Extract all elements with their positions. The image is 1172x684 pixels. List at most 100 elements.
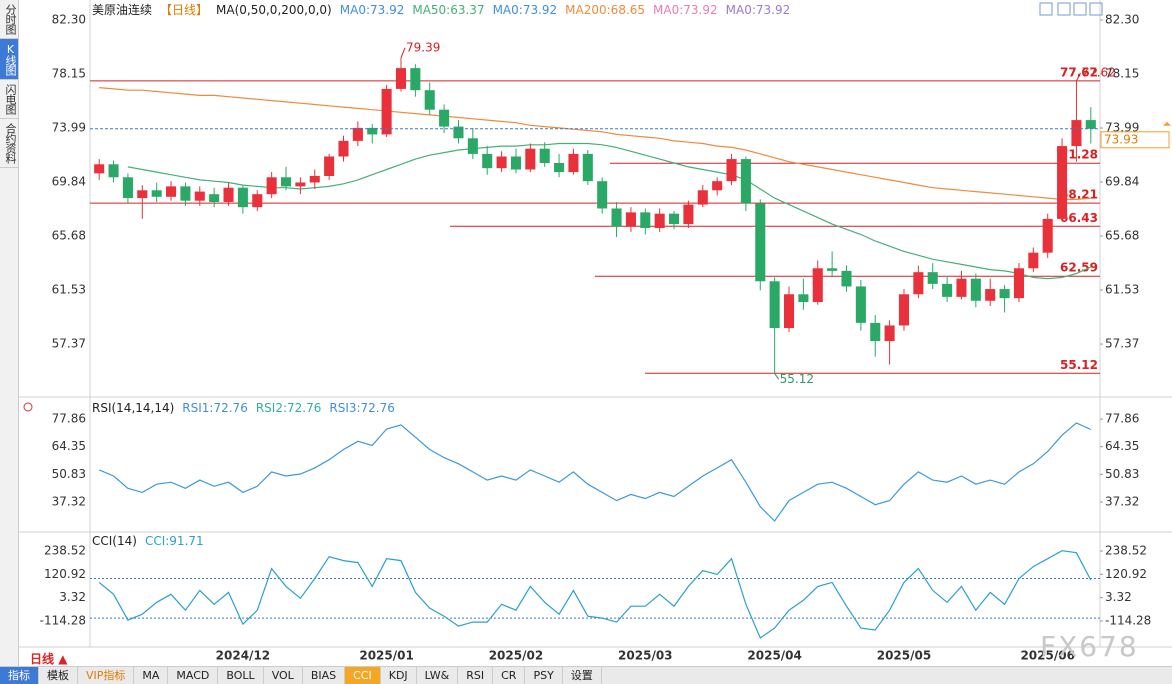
candle-body (237, 187, 248, 208)
panel-title: 美原油连续 (92, 3, 153, 17)
y-tick-label: 64.35 (52, 439, 86, 453)
y-tick-label: 37.32 (52, 494, 86, 508)
sidebar-tab[interactable]: 闪电图 (0, 80, 18, 119)
candle-body (338, 140, 349, 157)
settings-icon[interactable] (23, 402, 33, 412)
level-label: 77.62 (1060, 65, 1098, 79)
annotation: 79.39 (406, 40, 440, 54)
candle-body (827, 268, 838, 271)
x-tick-label: 2025/04 (747, 649, 801, 663)
candle-body (1071, 120, 1082, 147)
x-tick-label: 2025/01 (359, 649, 413, 663)
series-line (127, 142, 1092, 280)
candle-body (122, 177, 133, 199)
toolbar-tab[interactable]: 设置 (563, 667, 602, 684)
toolbar-tab[interactable]: MACD (168, 667, 219, 684)
candle-body (1013, 268, 1024, 299)
candle-body (151, 190, 162, 197)
last-price-box (1100, 131, 1170, 149)
legend-entry: RSI2:72.76 (255, 401, 322, 415)
legend-entry: MA0:73.92 (653, 3, 718, 17)
y-tick-label-right: 50.83 (1105, 467, 1139, 481)
candle-body (194, 191, 205, 201)
candle-body (410, 68, 421, 91)
toolbar-tab[interactable]: BIAS (303, 667, 346, 684)
annotation-pointer (774, 373, 780, 380)
candle-body (554, 162, 565, 173)
legend-entry: MA0:73.92 (492, 3, 558, 17)
period-tag: 【日线】 (160, 3, 209, 17)
series-line (98, 550, 1092, 639)
legend-entry: MA0:73.92 (339, 3, 405, 17)
y-tick-label: 61.53 (52, 282, 86, 296)
toolbar-tab[interactable]: VIP指标 (78, 667, 135, 684)
candle-body (482, 153, 493, 169)
sidebar-tab[interactable]: K线图 (0, 39, 18, 80)
period-select[interactable]: 日线 ▲ (30, 652, 68, 666)
y-tick-label-right: 82.30 (1105, 13, 1139, 27)
toolbar-tab[interactable]: 指标 (0, 667, 39, 684)
y-tick-label-right: 73.99 (1105, 121, 1139, 135)
candle-body (166, 186, 177, 197)
candle-body (985, 289, 996, 301)
x-tick-label: 2025/05 (877, 649, 931, 663)
period-label[interactable]: 日线 (30, 652, 55, 666)
candle-body (280, 177, 292, 187)
candle-body (568, 153, 579, 173)
legend-entry: MA50:63.37 (412, 3, 485, 17)
candle-body (295, 182, 306, 187)
level-label: 66.43 (1060, 211, 1098, 225)
background (18, 0, 1172, 666)
candle-body (798, 294, 809, 303)
candle-body (870, 322, 881, 342)
toolbar-tab[interactable]: VOL (264, 667, 303, 684)
candle-body (496, 156, 507, 169)
y-tick-label: 120.92 (44, 567, 86, 581)
x-tick-label: 2025/06 (1020, 649, 1074, 663)
toolbar-tab[interactable]: 模板 (39, 667, 78, 684)
series-line (98, 422, 1092, 522)
candle-body (999, 289, 1010, 299)
legend-entry: RSI3:72.76 (329, 401, 395, 415)
sidebar-tab[interactable]: 分时图 (0, 0, 18, 39)
y-tick-label-right: 65.68 (1105, 229, 1139, 243)
candle-body (309, 175, 320, 183)
toolbar-tab[interactable]: BOLL (218, 667, 264, 684)
sidebar-tab[interactable]: 合约资料 (0, 119, 18, 168)
candle-body (841, 270, 852, 287)
toolbar-tab[interactable]: MA (134, 667, 169, 684)
watermark: FX678 (1040, 630, 1139, 663)
candle-body (640, 212, 651, 228)
toolbar-icons[interactable] (1039, 2, 1103, 16)
series-line (99, 87, 1091, 200)
candle-body (1042, 218, 1053, 253)
y-tick-label: 65.68 (52, 229, 86, 243)
candle-body (367, 127, 378, 135)
toolbar-tab[interactable]: CR (493, 667, 526, 684)
legend-entry: CCI:91.71 (144, 534, 204, 548)
candle-body (654, 213, 665, 228)
y-tick-label-right: -114.28 (1105, 613, 1151, 627)
candle-body (783, 294, 795, 329)
y-tick-label: 77.86 (52, 412, 86, 426)
candle-body (525, 148, 536, 170)
candle-body (108, 164, 119, 178)
candle-body (669, 213, 680, 225)
candle-body (956, 278, 967, 297)
toolbar-tab[interactable]: PSY (525, 667, 563, 684)
panel-title: RSI(14,14,14) (92, 401, 175, 415)
candle-body (769, 281, 780, 329)
y-tick-label: 3.32 (59, 590, 86, 604)
toolbar-tab[interactable]: KDJ (381, 667, 417, 684)
candle-body (697, 190, 708, 205)
candle-body (582, 153, 593, 182)
price-legend: 美原油连续 【日线】 MA(0,50,0,200,0,0) MA0:73.92 MA50… (92, 2, 798, 18)
candle-body (381, 88, 392, 135)
candle-body (913, 272, 924, 295)
candle-body (812, 268, 823, 303)
candle-body (970, 278, 981, 301)
candle-body (510, 156, 521, 170)
toolbar-tab[interactable]: CCI (345, 667, 381, 684)
toolbar-tab[interactable]: RSI (458, 667, 494, 684)
toolbar-tab[interactable]: LW& (417, 667, 459, 684)
